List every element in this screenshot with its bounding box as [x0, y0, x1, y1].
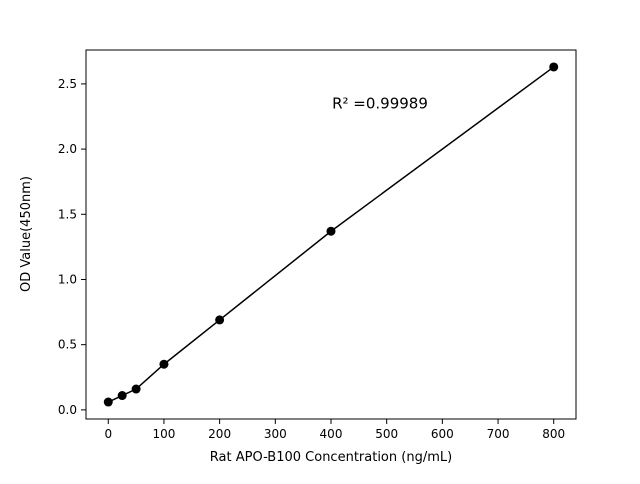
data-point [549, 62, 559, 72]
data-point [131, 384, 141, 394]
x-tick-label: 100 [153, 427, 176, 441]
data-point [215, 315, 225, 325]
y-tick-label: 0.0 [58, 403, 77, 417]
r-squared-annotation: R² =0.99989 [332, 95, 428, 113]
y-tick-label: 2.0 [58, 142, 77, 156]
data-point [103, 397, 113, 407]
y-tick-label: 2.5 [58, 77, 77, 91]
x-tick-label: 0 [104, 427, 112, 441]
y-axis-label: OD Value(450nm) [19, 176, 34, 292]
data-point [159, 359, 169, 369]
plot-area: 0 100 200 300 400 500 600 700 800 0.0 0.5 1.0 1.5 2.0… [58, 49, 577, 441]
x-tick-label: 400 [320, 427, 343, 441]
y-tick-label: 0.5 [58, 338, 77, 352]
y-tick-label: 1.0 [58, 272, 77, 286]
x-axis-label: Rat APO-B100 Concentration (ng/mL) [210, 450, 452, 465]
x-tick-label: 300 [264, 427, 287, 441]
data-point [326, 226, 336, 236]
y-tick-label: 1.5 [58, 207, 77, 221]
x-tick-label: 700 [487, 427, 510, 441]
x-tick-label: 500 [375, 427, 398, 441]
x-tick-label: 200 [208, 427, 231, 441]
data-point [117, 391, 127, 401]
x-tick-label: 600 [431, 427, 454, 441]
x-tick-label: 800 [542, 427, 565, 441]
